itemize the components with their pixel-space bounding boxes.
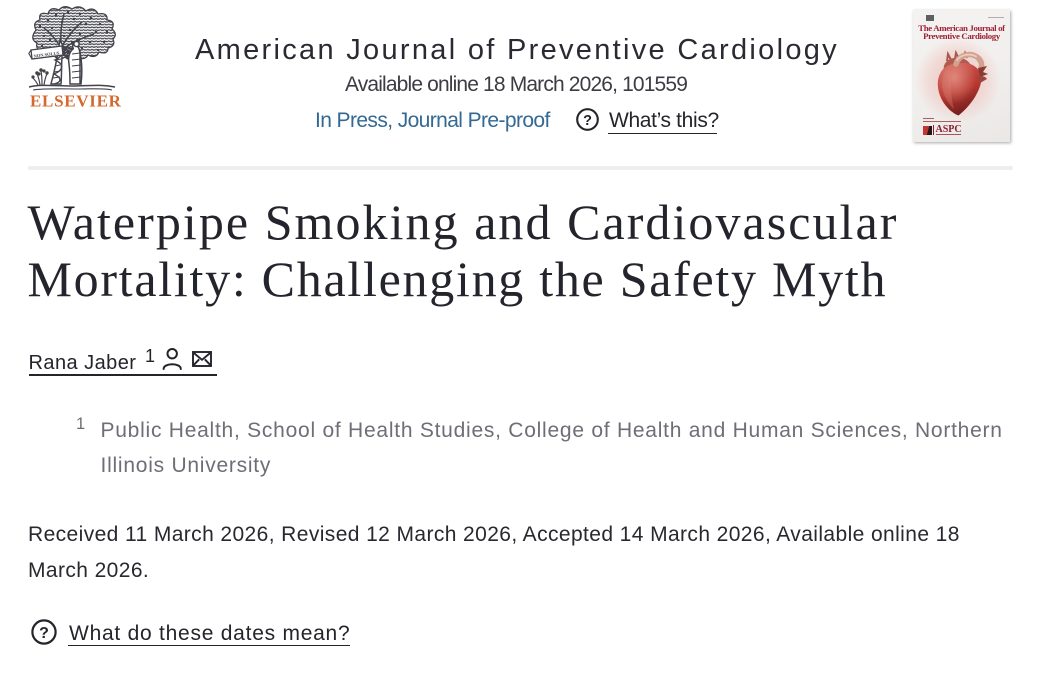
svg-text:ELSEVIER: ELSEVIER <box>30 92 122 111</box>
svg-text:?: ? <box>39 625 49 642</box>
svg-text:?: ? <box>583 112 592 128</box>
svg-text:NON SOLUS: NON SOLUS <box>33 50 60 58</box>
